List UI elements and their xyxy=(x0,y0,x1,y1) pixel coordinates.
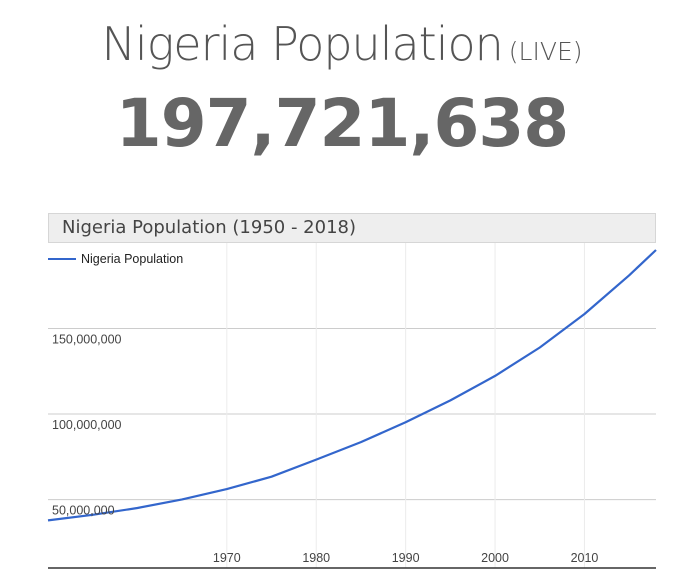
live-population-counter: 197,721,638 xyxy=(115,85,569,162)
y-tick-label: 50,000,000 xyxy=(52,504,115,518)
x-tick-label: 1990 xyxy=(392,551,420,565)
x-tick-label: 1980 xyxy=(302,551,330,565)
page-title-text: Nigeria Population xyxy=(101,17,504,71)
x-tick-label: 2010 xyxy=(571,551,599,565)
x-tick-label: 1970 xyxy=(213,551,241,565)
chart-series xyxy=(47,249,657,522)
y-tick-label: 150,000,000 xyxy=(52,333,122,347)
x-tick-labels: 1970 1980 1990 2000 2010 xyxy=(213,551,599,565)
page-title: Nigeria Population (LIVE) xyxy=(0,14,684,82)
chart-gridlines xyxy=(48,328,656,501)
y-tick-label: 100,000,000 xyxy=(52,418,122,432)
y-tick-labels: 50,000,000 100,000,000 150,000,000 xyxy=(52,333,122,518)
chart-x-gridlines xyxy=(226,243,585,568)
x-tick-label: 2000 xyxy=(481,551,509,565)
chart-title: Nigeria Population (1950 - 2018) xyxy=(48,213,656,243)
chart-legend[interactable]: Nigeria Population xyxy=(48,252,183,266)
legend-label: Nigeria Population xyxy=(81,252,183,266)
live-badge: (LIVE) xyxy=(508,37,583,66)
series-line-0[interactable] xyxy=(47,249,657,522)
